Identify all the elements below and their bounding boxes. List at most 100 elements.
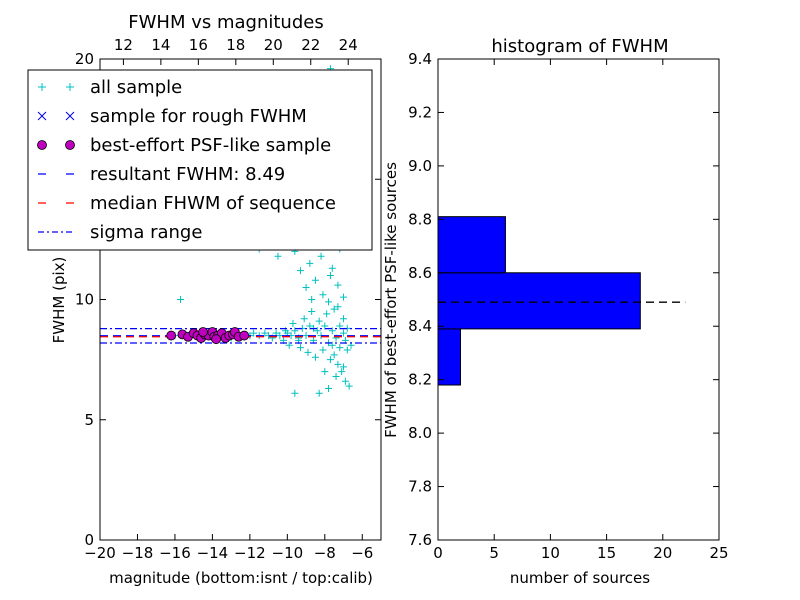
histogram-panel: 0 5 10 15 20 25 7.6 7.8 8.0 8.2 8.4 8.6 8.8 9.0 9.2 9.4… — [382, 36, 729, 587]
all-sample-point — [296, 267, 304, 275]
all-sample-point — [311, 353, 319, 361]
top-x-tick-label: 12 — [114, 36, 133, 54]
all-sample-point — [291, 389, 299, 397]
all-sample-point — [334, 303, 342, 311]
top-x-tick-label: 14 — [151, 36, 170, 54]
all-sample-point — [326, 271, 334, 279]
hist-y-tick-label: 8.6 — [408, 264, 432, 282]
all-sample-point — [317, 252, 325, 260]
legend-marker-x — [65, 111, 75, 121]
all-sample-point — [334, 360, 342, 368]
hist-y-tick-label: 8.2 — [408, 371, 432, 389]
legend-marker-x — [37, 111, 47, 121]
hist-x-tick-label: 0 — [433, 544, 443, 562]
psf-sample-point — [198, 327, 208, 337]
all-sample-point — [323, 310, 331, 318]
all-sample-point — [315, 317, 323, 325]
all-sample-point — [340, 315, 348, 323]
x-tick-label: −16 — [159, 544, 191, 562]
all-sample-point — [319, 291, 327, 299]
legend-entry-label: sample for rough FWHM — [90, 106, 307, 127]
x-tick-label: −20 — [84, 544, 116, 562]
legend-marker-circle — [65, 140, 75, 150]
hist-x-tick-label: 20 — [653, 544, 672, 562]
hist-x-tick-label: 25 — [709, 544, 728, 562]
top-x-tick-label: 22 — [301, 36, 320, 54]
legend-entry-label: best-effort PSF-like sample — [90, 135, 331, 156]
all-sample-point — [336, 322, 344, 330]
hist-y-tick-label: 9.4 — [408, 50, 432, 68]
top-x-tick-label: 20 — [264, 36, 283, 54]
all-sample-point — [341, 377, 349, 385]
all-sample-point — [306, 322, 314, 330]
hist-y-tick-label: 8.0 — [408, 424, 432, 442]
top-x-tick-label: 16 — [189, 36, 208, 54]
all-sample-point — [308, 308, 316, 316]
y-tick-label: 20 — [75, 50, 94, 68]
legend-marker-circle — [37, 140, 47, 150]
all-sample-point — [296, 344, 304, 352]
histogram-title: histogram of FWHM — [491, 36, 668, 57]
all-sample-point — [302, 283, 310, 291]
all-sample-point — [343, 346, 351, 354]
histogram-frame — [437, 58, 720, 541]
scatter-xlabel: magnitude (bottom:isnt / top:calib) — [109, 569, 373, 587]
all-sample-point — [177, 296, 185, 303]
all-sample-point — [338, 368, 346, 376]
legend-entry-label: sigma range — [90, 222, 202, 243]
x-tick-label: −14 — [197, 544, 229, 562]
all-sample-point — [330, 351, 338, 359]
x-tick-label: −18 — [122, 544, 154, 562]
all-sample-point — [285, 341, 293, 349]
legend-marker-plus — [66, 83, 74, 91]
all-sample-point — [332, 372, 340, 380]
all-sample-point — [325, 298, 333, 306]
all-sample-point — [345, 382, 353, 390]
psf-sample-point — [211, 334, 222, 345]
all-sample-point — [326, 356, 334, 364]
hist-y-tick-label: 9.0 — [408, 157, 432, 175]
all-sample-point — [328, 264, 336, 272]
top-x-tick-label: 24 — [339, 36, 358, 54]
all-sample-point — [311, 276, 319, 284]
psf-sample-point — [239, 330, 250, 341]
histogram-ylabel: FWHM of best-effort PSF-like sources — [382, 162, 400, 438]
legend-marker-plus — [38, 83, 46, 91]
y-tick-label: 5 — [84, 411, 94, 429]
all-sample-point — [274, 252, 282, 260]
legend-box — [27, 69, 373, 251]
hist-y-tick-label: 9.2 — [408, 103, 432, 121]
all-sample-point — [291, 327, 299, 335]
all-sample-point — [321, 368, 329, 376]
all-sample-point — [325, 384, 333, 392]
scatter-title: FWHM vs magnitudes — [128, 12, 323, 33]
all-sample-point — [321, 322, 329, 330]
y-tick-label: 0 — [84, 531, 94, 549]
hist-x-tick-label: 5 — [489, 544, 499, 562]
hist-y-tick-label: 7.8 — [408, 478, 432, 496]
legend-entry-label: all sample — [90, 77, 182, 98]
histogram-xlabel: number of sources — [510, 569, 650, 587]
hist-x-tick-label: 10 — [541, 544, 560, 562]
all-sample-point — [304, 348, 312, 356]
all-sample-point — [319, 346, 327, 354]
all-sample-point — [340, 293, 348, 301]
all-sample-point — [330, 305, 338, 313]
psf-sample-point — [166, 330, 177, 341]
all-sample-point — [289, 320, 297, 328]
all-sample-point — [315, 389, 323, 397]
histogram-bar — [437, 328, 461, 386]
all-sample-point — [306, 259, 314, 267]
y-tick-label: 10 — [75, 291, 94, 309]
hist-y-tick-label: 7.6 — [408, 531, 432, 549]
scatter-panel: −20 −18 −16 −14 −12 −10 −8 −6 12 14 16 18 20 22 24 0 5 10… — [27, 12, 382, 587]
all-sample-point — [308, 296, 316, 303]
all-sample-point — [334, 281, 342, 289]
all-sample-point — [340, 363, 348, 371]
x-tick-label: −10 — [272, 544, 304, 562]
all-sample-point — [340, 329, 348, 337]
histogram-bar — [437, 216, 506, 274]
all-sample-point — [336, 344, 344, 352]
all-sample-point — [250, 329, 258, 337]
